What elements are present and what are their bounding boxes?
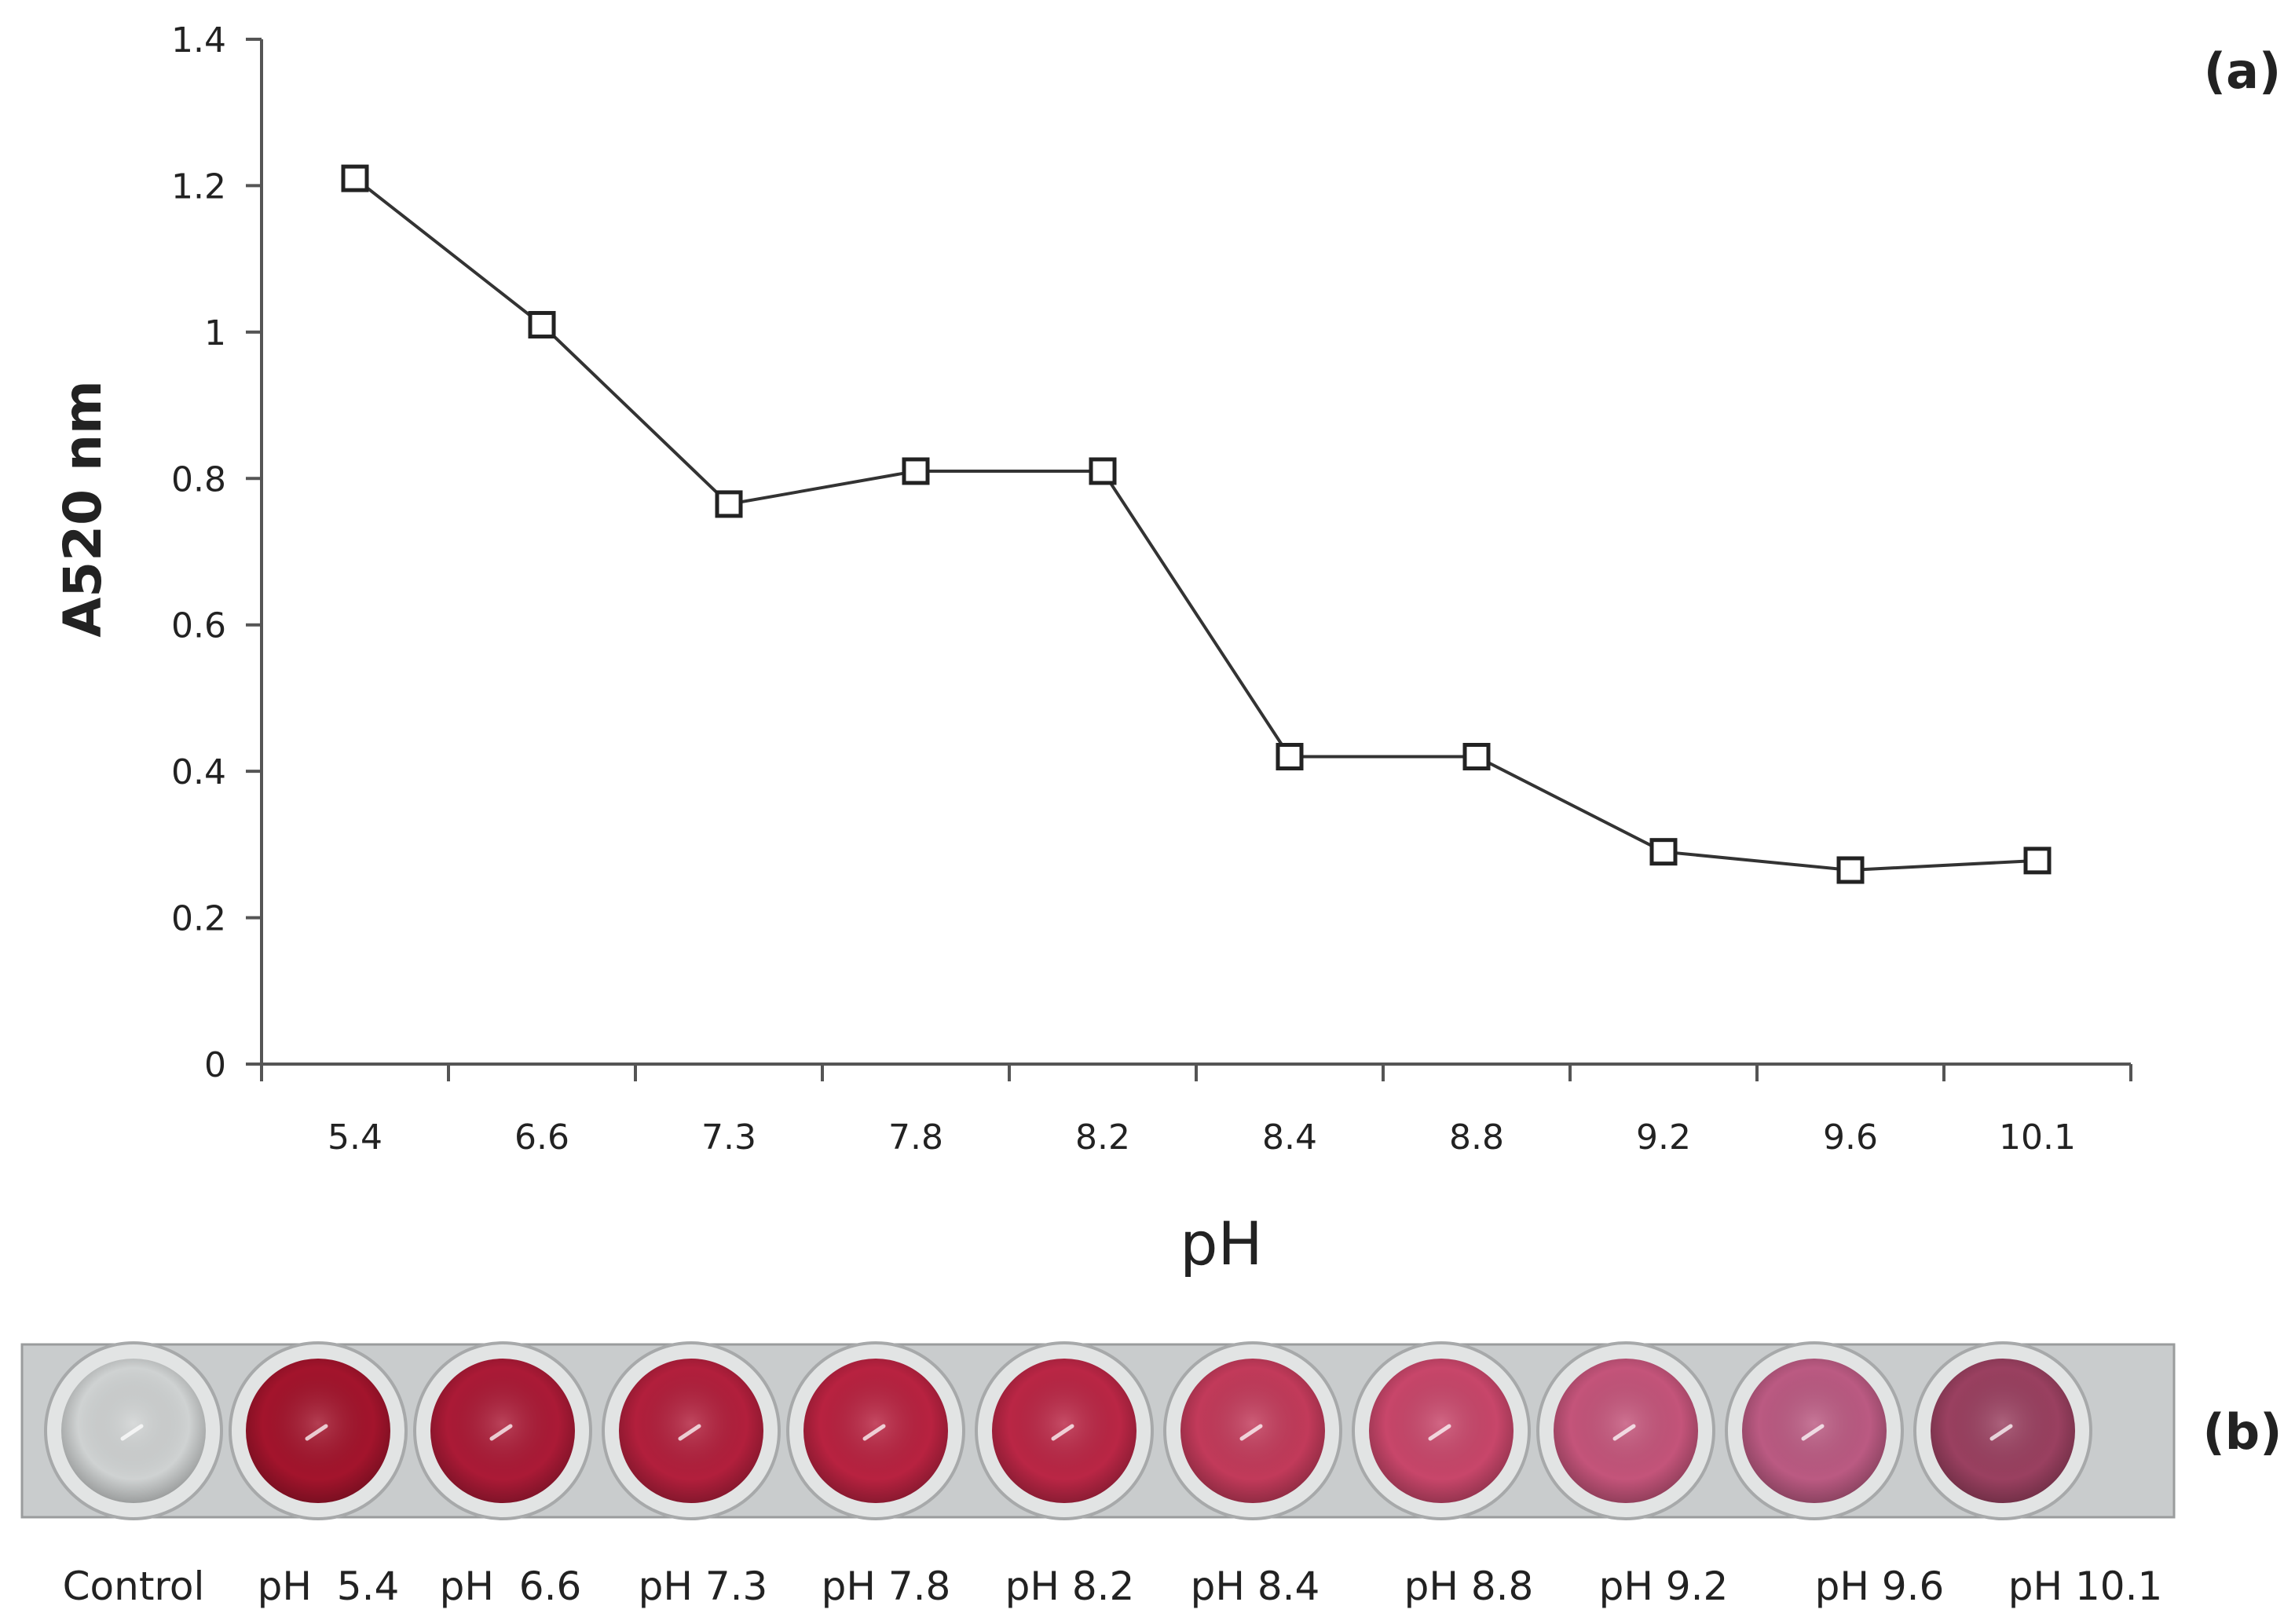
wells-layer: [44, 1341, 2092, 1520]
well-label: pH 8.2: [1005, 1564, 1135, 1609]
well-highlight: [1239, 1424, 1263, 1441]
well: [786, 1341, 965, 1520]
well-label: pH 9.2: [1599, 1564, 1729, 1609]
well-highlight: [120, 1424, 144, 1441]
well: [975, 1341, 1154, 1520]
x-axis-label: pH: [1180, 1209, 1262, 1278]
series-layer: [341, 164, 2052, 884]
x-tick-label: 7.8: [888, 1117, 943, 1158]
x-tick-label: 8.2: [1075, 1117, 1130, 1158]
y-axis: 0 0.2 0.4 0.6 0.8 1 1.2 1.4: [171, 20, 263, 1085]
panel-a-label: (a): [2204, 42, 2282, 100]
x-tick-label: 8.4: [1262, 1117, 1317, 1158]
y-tick-label: 0.6: [171, 606, 226, 646]
well-highlight: [678, 1424, 701, 1441]
well: [413, 1341, 592, 1520]
well: [229, 1341, 408, 1520]
well-label: Control: [63, 1564, 205, 1609]
y-tick-label: 0.2: [171, 899, 226, 939]
line-chart: 0 0.2 0.4 0.6 0.8 1 1.2 1.4 5.4 6.6 7.3 7.8 8.2 8.4 8…: [53, 20, 2281, 1278]
well-highlight: [305, 1424, 328, 1441]
well-label: pH 7.3: [639, 1564, 768, 1609]
well-label: pH 8.4: [1191, 1564, 1320, 1609]
data-point-marker: [1649, 838, 1678, 866]
data-point-marker: [2023, 847, 2052, 875]
well-plate-photo: Control pH 5.4 pH 6.6 pH 7.3 pH 7.8 pH 8.2 pH …: [20, 1341, 2282, 1609]
well: [44, 1341, 223, 1520]
y-tick-label: 0.4: [171, 752, 226, 792]
well-label: pH 9.6: [1815, 1564, 1945, 1609]
y-axis-label: A520 nm: [53, 380, 113, 638]
x-tick-label: 7.3: [701, 1117, 756, 1158]
well: [1536, 1341, 1715, 1520]
well-highlight: [489, 1424, 513, 1441]
x-tick-label: 5.4: [328, 1117, 382, 1158]
x-axis: 5.4 6.6 7.3 7.8 8.2 8.4 8.8 9.2 9.6 10.1: [260, 1063, 2132, 1158]
data-point-marker: [715, 490, 743, 518]
x-tick-label: 6.6: [514, 1117, 569, 1158]
x-tick-label: 9.6: [1823, 1117, 1878, 1158]
data-point-marker: [341, 164, 369, 192]
y-tick-label: 0: [204, 1045, 226, 1085]
well: [1352, 1341, 1531, 1520]
well: [1725, 1341, 1904, 1520]
data-point-marker: [1276, 743, 1304, 770]
data-point-marker: [1089, 457, 1117, 485]
y-tick-label: 0.8: [171, 459, 226, 499]
well-highlight: [1051, 1424, 1074, 1441]
y-tick-label: 1.4: [171, 20, 226, 60]
series-line: [353, 177, 2038, 872]
well-highlight: [1989, 1424, 2013, 1441]
well-label: pH 10.1: [2008, 1564, 2163, 1609]
x-tick-label: 8.8: [1449, 1117, 1504, 1158]
well: [1163, 1341, 1342, 1520]
panel-b-label: (b): [2202, 1403, 2282, 1461]
x-tick-label: 10.1: [1999, 1117, 2076, 1158]
data-point-marker: [1836, 856, 1865, 884]
well-highlight: [1801, 1424, 1825, 1441]
well-highlight: [862, 1424, 886, 1441]
well-label: pH 6.6: [440, 1564, 582, 1609]
well: [602, 1341, 781, 1520]
x-tick-label: 9.2: [1636, 1117, 1691, 1158]
well-highlight: [1428, 1424, 1451, 1441]
well-labels: Control pH 5.4 pH 6.6 pH 7.3 pH 7.8 pH 8.2 pH …: [63, 1564, 2163, 1609]
data-point-marker: [1462, 743, 1491, 770]
well-highlight: [1612, 1424, 1636, 1441]
well: [1913, 1341, 2092, 1520]
well-label: pH 7.8: [822, 1564, 951, 1609]
well-label: pH 5.4: [258, 1564, 400, 1609]
well-label: pH 8.8: [1404, 1564, 1534, 1609]
data-point-marker: [528, 311, 556, 339]
data-point-marker: [902, 457, 930, 485]
y-tick-label: 1: [204, 313, 226, 353]
y-tick-label: 1.2: [171, 166, 226, 207]
